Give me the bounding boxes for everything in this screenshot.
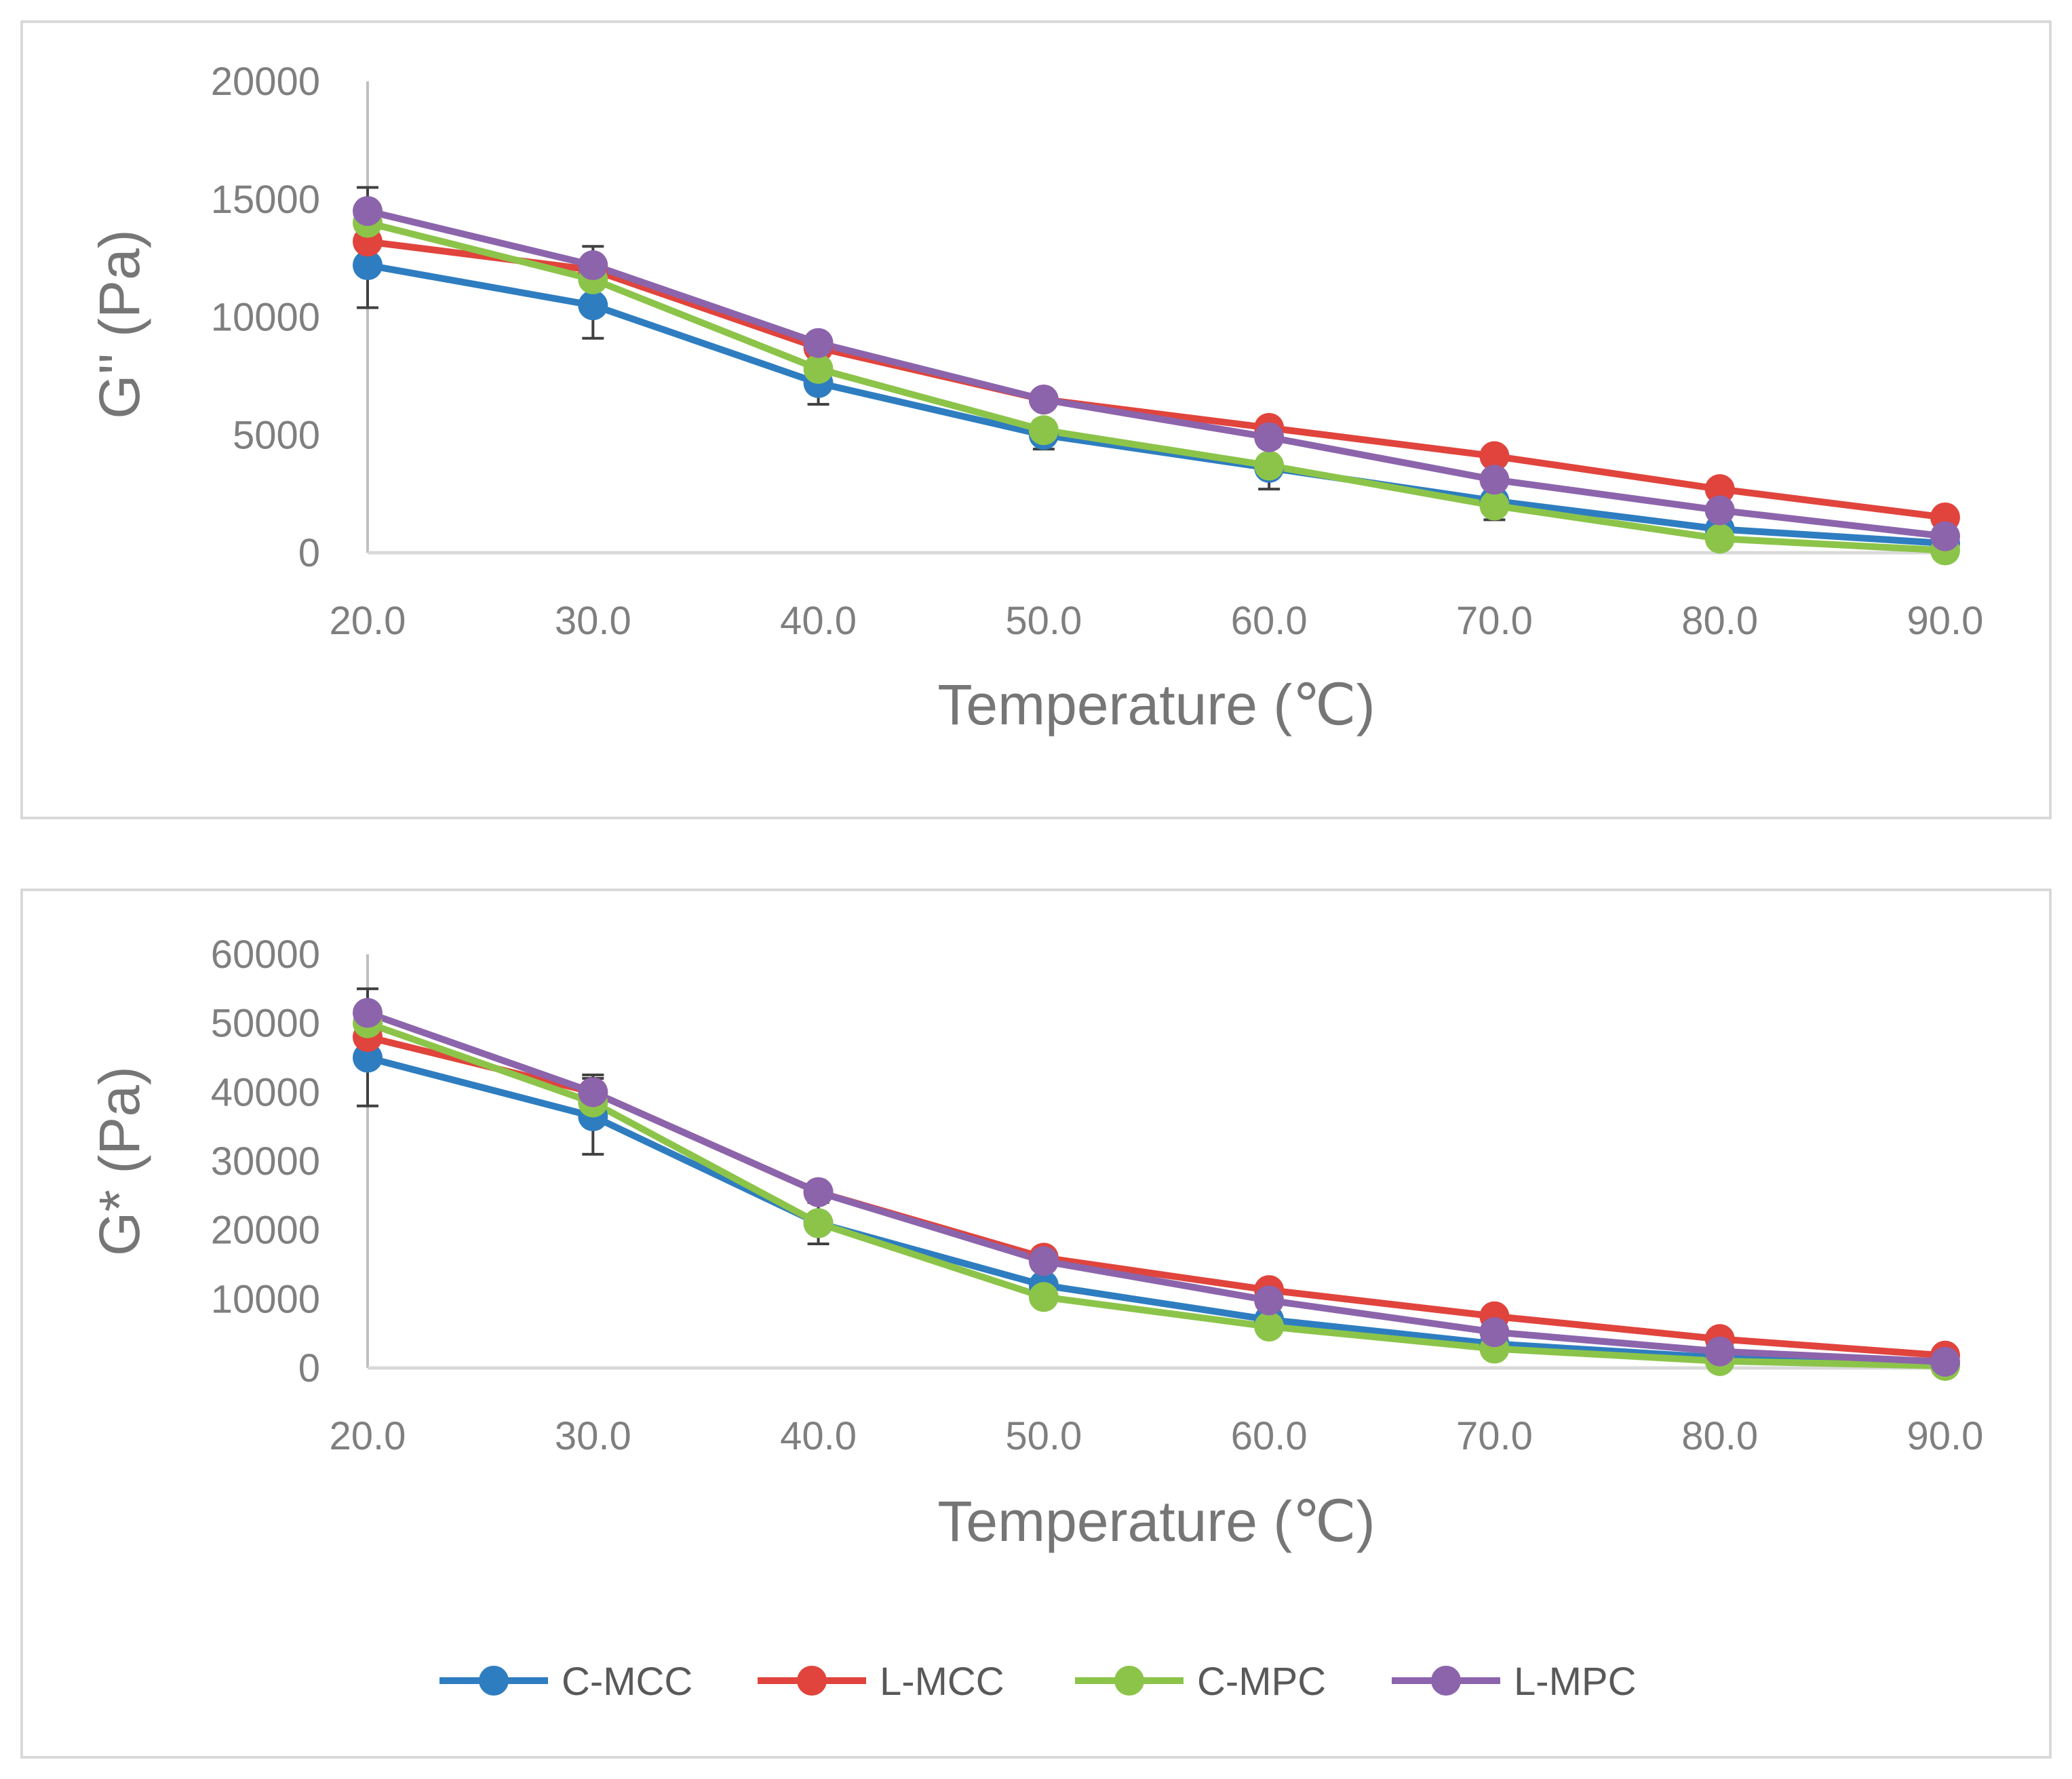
data-point-l-mpc [1704,1336,1735,1367]
series-line-c-mpc [366,219,1946,554]
data-point-l-mpc [353,998,383,1028]
legend-item-c-mpc: C-MPC [1075,1660,1326,1704]
x-tick-label: 20.0 [330,599,406,643]
x-tick-label: 70.0 [1456,599,1533,643]
x-axis-title: Temperature (℃) [937,1489,1375,1553]
legend-swatch-marker [797,1666,827,1696]
y-tick-label: 20000 [211,60,320,104]
data-point-l-mpc [803,1177,834,1207]
data-point-l-mpc [1028,385,1059,415]
legend-label: C-MPC [1197,1660,1326,1704]
legend-label: C-MCC [562,1660,692,1704]
x-tick-label: 20.0 [330,1414,406,1458]
x-tick-label: 50.0 [1005,599,1082,643]
series-c-mcc [367,262,1946,547]
legend-swatch-marker [479,1666,509,1696]
series-c-mpc [366,1019,1946,1369]
data-point-l-mcc [1704,474,1735,505]
data-point-l-mpc [578,250,608,281]
x-tick-label: 30.0 [555,1414,631,1458]
y-tick-label: 20000 [211,1209,320,1253]
x-tick-label: 90.0 [1907,1414,1984,1458]
data-point-l-mpc [353,196,383,227]
y-tick-label: 15000 [211,178,320,222]
x-tick-label: 90.0 [1907,599,1984,643]
series-l-mpc [366,1009,1946,1365]
legend-item-l-mpc: L-MPC [1392,1660,1636,1704]
y-tick-label: 40000 [211,1070,320,1114]
data-point-l-mpc [1254,422,1285,452]
legend: C-MCC L-MCC C-MPC L-MPC [439,1660,1636,1704]
series-line-l-mcc [367,238,1946,521]
x-tick-label: 80.0 [1681,599,1758,643]
data-point-c-mpc [1479,490,1510,521]
x-tick-label: 40.0 [780,599,857,643]
series-c-mpc [366,219,1946,554]
data-point-l-mpc [1028,1246,1059,1276]
x-axis-title: Temperature (℃) [937,673,1375,737]
y-axis-title: G* (Pa) [87,1066,151,1256]
y-tick-label: 30000 [211,1139,320,1184]
data-point-l-mpc [1930,521,1960,551]
data-point-c-mpc [1254,450,1285,481]
series-line-l-mpc [366,208,1946,540]
series-line-c-mcc [366,1054,1946,1368]
data-point-l-mpc [803,328,834,358]
legend-label: L-MCC [880,1660,1004,1704]
y-tick-label: 0 [298,1346,320,1390]
x-tick-label: 70.0 [1456,1414,1533,1458]
data-point-l-mpc [578,1077,608,1108]
data-point-c-mpc [1254,1312,1285,1342]
series-line-c-mpc [366,1019,1946,1369]
series-line-c-mcc [367,262,1946,547]
legend-item-c-mcc: C-MCC [439,1660,692,1704]
data-point-c-mpc [1704,524,1735,554]
data-point-l-mpc [1479,1317,1510,1348]
data-point-l-mpc [1479,465,1510,495]
data-point-l-mpc [1930,1346,1960,1377]
x-tick-label: 80.0 [1681,1414,1758,1458]
data-point-c-mpc [803,353,834,384]
legend-label: L-MPC [1514,1660,1636,1704]
data-point-l-mpc [1254,1285,1285,1316]
series-l-mcc [367,238,1946,521]
data-point-l-mpc [1704,495,1735,526]
chart-g-star: 0 10000 20000 30000 40000 50000 60000 20.0 30.0 4… [87,933,1983,1553]
y-tick-label: 60000 [211,933,320,977]
chart-g-double-prime: 0 5000 10000 15000 20000 20.0 30.0 40.0 50.0 60.0… [87,60,1983,737]
y-tick-label: 10000 [211,296,320,340]
x-tick-label: 50.0 [1005,1414,1082,1458]
data-point-c-mpc [1028,1282,1059,1312]
data-point-c-mcc [353,1042,383,1073]
y-tick-label: 10000 [211,1277,320,1321]
data-point-c-mpc [803,1208,834,1238]
y-tick-label: 5000 [233,413,320,457]
legend-item-l-mcc: L-MCC [758,1660,1004,1704]
y-tick-label: 0 [298,531,320,575]
x-tick-label: 60.0 [1231,599,1308,643]
legend-swatch-marker [1431,1666,1461,1696]
data-point-c-mcc [578,290,608,321]
series-line-l-mpc [366,1009,1946,1365]
data-point-l-mcc [1479,441,1510,471]
legend-swatch-marker [1114,1666,1144,1696]
x-tick-label: 40.0 [780,1414,857,1458]
x-tick-label: 30.0 [555,599,631,643]
data-point-c-mpc [1028,415,1059,446]
y-axis-title: G'' (Pa) [87,229,151,418]
data-point-c-mcc [353,250,383,281]
series-c-mcc [366,1054,1946,1368]
x-tick-label: 60.0 [1231,1414,1308,1458]
y-tick-label: 50000 [211,1002,320,1046]
series-l-mpc [366,208,1946,540]
